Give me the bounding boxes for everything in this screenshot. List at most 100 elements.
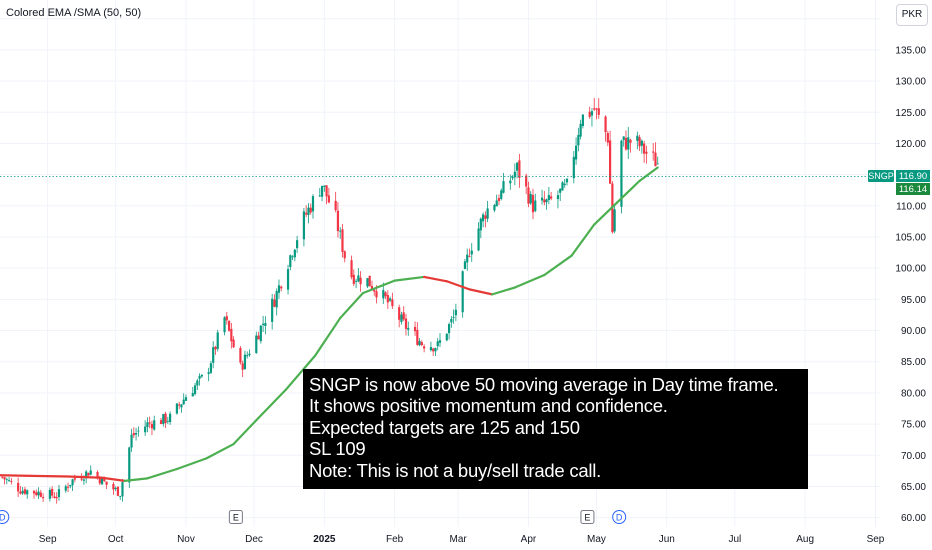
- candle-body: [261, 323, 265, 325]
- candle-body: [359, 277, 362, 285]
- y-tick-label: 105.00: [895, 232, 926, 243]
- candle-body: [23, 489, 27, 494]
- candle-body: [534, 200, 537, 211]
- candle-body: [413, 327, 417, 332]
- y-tick-label: 130.00: [895, 77, 926, 88]
- time-axis[interactable]: Sep Oct Nov Dec 2025 Feb Mar Apr May Jun Jul Aug Sep: [39, 534, 885, 545]
- candle-body: [450, 318, 453, 323]
- ma-segment: [593, 201, 619, 226]
- candle-body: [502, 181, 505, 193]
- candle-body: [275, 291, 278, 308]
- candle-body: [17, 482, 20, 492]
- candle-body: [434, 348, 437, 352]
- candle-body: [656, 163, 659, 165]
- candle-body: [420, 342, 423, 346]
- candle-body: [609, 140, 612, 184]
- candle-body: [531, 195, 535, 213]
- candle-body: [209, 363, 213, 373]
- candle-body: [463, 261, 467, 269]
- currency-badge[interactable]: PKR: [896, 4, 928, 26]
- candle-body: [159, 420, 163, 425]
- candle-body: [445, 333, 448, 341]
- x-tick-label: Sep: [867, 534, 885, 545]
- y-tick-label: 135.00: [895, 45, 926, 56]
- y-tick-label: 85.00: [901, 357, 926, 368]
- last-price-value: 116.90: [899, 171, 927, 182]
- symbol-tag-label: SNGP: [868, 171, 894, 181]
- candle-body: [180, 404, 183, 408]
- candle-body: [613, 209, 616, 232]
- candle-body: [636, 135, 639, 141]
- earnings-marker-label: E: [233, 512, 239, 522]
- candle-body: [368, 275, 371, 287]
- price-axis[interactable]: 60.00 65.00 70.00 75.00 80.00 85.00 90.00 95.00…: [895, 14, 926, 524]
- symbol-price-tags: SNGP 116.90 116.14: [868, 170, 930, 195]
- candle-body: [629, 139, 632, 143]
- ma-segment: [257, 388, 287, 419]
- ma-segment: [491, 286, 516, 296]
- candle-body: [89, 470, 92, 475]
- candle-body: [85, 471, 88, 479]
- annotation-line-3: Expected targets are 125 and 150: [309, 416, 580, 438]
- earnings-marker: [580, 510, 595, 524]
- candle-body: [606, 132, 609, 143]
- candle-body: [71, 479, 74, 486]
- candle-body: [227, 320, 231, 331]
- candle-body: [509, 180, 512, 184]
- candle-body: [436, 341, 439, 347]
- symbol-tag: [868, 170, 894, 182]
- candle-body: [225, 316, 228, 321]
- y-tick-label: 60.00: [901, 513, 926, 524]
- ma-segment: [445, 280, 471, 291]
- candle-body: [137, 430, 140, 432]
- candle-body: [373, 289, 376, 292]
- annotation-line-2: It shows positive momentum and confidenc…: [309, 395, 668, 417]
- candle-body: [645, 151, 648, 154]
- x-tick-label: May: [587, 534, 606, 545]
- candle-body: [525, 175, 528, 187]
- candle-body: [622, 136, 625, 141]
- candle-body: [565, 178, 569, 183]
- candle-body: [350, 260, 353, 278]
- y-tick-label: 95.00: [901, 295, 926, 306]
- x-tick-label: Oct: [108, 534, 124, 545]
- candle-body: [255, 335, 258, 354]
- candle-body: [652, 151, 655, 153]
- candle-body: [207, 372, 210, 374]
- candle-body: [230, 328, 233, 342]
- candle-body: [39, 492, 42, 497]
- y-tick-label: 100.00: [895, 264, 926, 275]
- candle-body: [311, 196, 315, 212]
- ma-segment: [146, 467, 179, 480]
- x-tick-label: Jun: [659, 534, 675, 545]
- indicator-legend[interactable]: Colored EMA /SMA (50, 50): [6, 7, 142, 19]
- candle-body: [134, 433, 138, 435]
- x-tick-label: Mar: [450, 534, 468, 545]
- candle-body: [398, 307, 401, 320]
- candle-body: [223, 317, 226, 333]
- candle-body: [495, 200, 498, 207]
- candle-body: [407, 328, 410, 330]
- candle-body: [307, 207, 310, 215]
- dividend-marker-label: D: [0, 512, 6, 522]
- x-tick-label: Jul: [728, 534, 741, 545]
- candle-body: [627, 137, 630, 150]
- candle-body: [130, 434, 133, 448]
- candle-body: [579, 123, 582, 137]
- candle-body: [309, 207, 312, 213]
- candle-body: [604, 116, 607, 133]
- x-tick-label: Nov: [177, 534, 195, 545]
- y-tick-label: 70.00: [901, 451, 926, 462]
- candle-body: [556, 195, 560, 200]
- candle-body: [182, 399, 185, 405]
- x-tick-label: Aug: [796, 534, 814, 545]
- candle-body: [291, 256, 294, 258]
- candle-body: [169, 413, 172, 423]
- candle-body: [550, 196, 553, 199]
- candle-body: [21, 490, 24, 494]
- candle-body: [593, 108, 596, 110]
- ma-segment: [339, 292, 364, 320]
- earnings-marker-label: E: [584, 512, 590, 522]
- candle-body: [196, 380, 199, 386]
